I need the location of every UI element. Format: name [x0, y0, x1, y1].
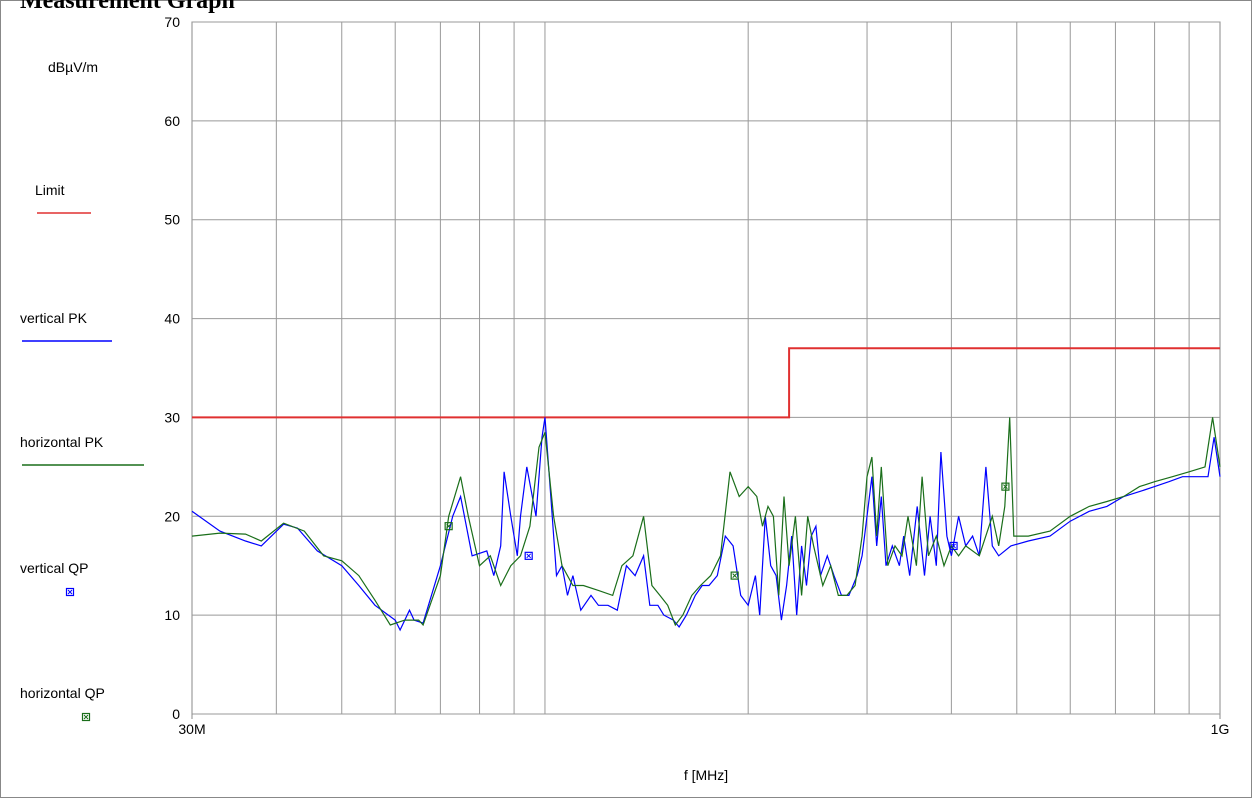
legend-label: vertical QP — [20, 560, 88, 576]
y-tick-label: 60 — [164, 113, 180, 129]
x-tick-label: 30M — [178, 721, 205, 737]
y-tick-label: 10 — [164, 607, 180, 623]
legend-swatch — [81, 712, 91, 722]
qp-marker — [444, 522, 453, 531]
qp-marker — [1001, 482, 1010, 491]
y-tick-label: 40 — [164, 311, 180, 327]
qp-marker — [730, 571, 739, 580]
y-tick-label: 70 — [164, 14, 180, 30]
y-tick-label: 0 — [172, 706, 180, 722]
qp-marker — [524, 551, 533, 560]
plot-area — [191, 21, 1221, 715]
legend-swatch — [65, 587, 75, 597]
legend-label: horizontal QP — [20, 685, 105, 701]
series-line — [192, 347, 1220, 419]
x-tick-label: 1G — [1211, 721, 1230, 737]
series-line — [191, 417, 1221, 627]
chart-title: Measurement Graph — [20, 0, 235, 14]
legend-label: horizontal PK — [20, 434, 104, 450]
y-tick-label: 20 — [164, 508, 180, 524]
legend-label: Limit — [35, 182, 65, 198]
y-tick-label: 50 — [164, 212, 180, 228]
qp-marker — [949, 541, 958, 551]
y-axis-unit: dBµV/m — [48, 59, 98, 75]
y-tick-label: 30 — [164, 409, 180, 425]
x-axis-label: f [MHz] — [684, 767, 728, 783]
series-line — [191, 417, 1221, 632]
legend-label: vertical PK — [20, 310, 88, 326]
